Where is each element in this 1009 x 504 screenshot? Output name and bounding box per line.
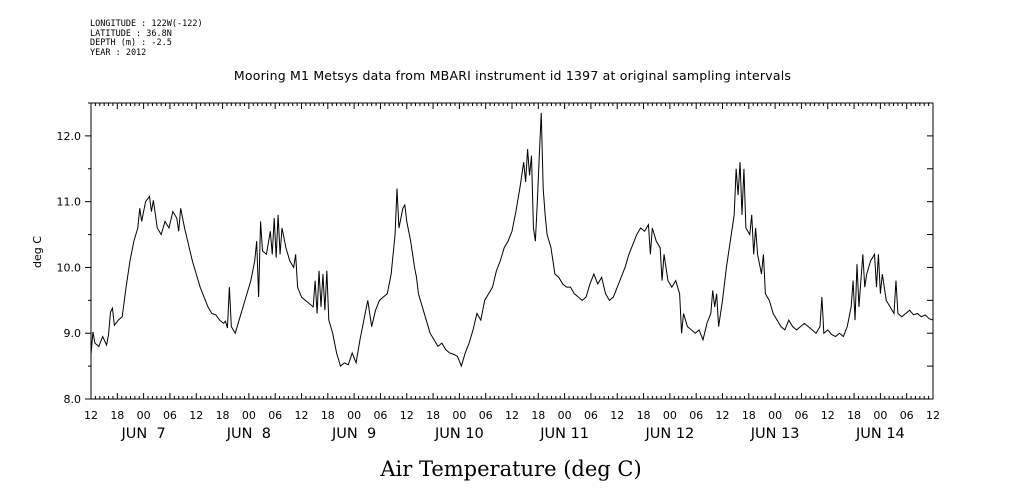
x-tick-label: 18 bbox=[742, 409, 756, 422]
x-tick-label: 00 bbox=[242, 409, 256, 422]
x-tick-label: 00 bbox=[452, 409, 466, 422]
x-tick-label: 06 bbox=[794, 409, 808, 422]
y-tick-label: 12.0 bbox=[57, 130, 82, 143]
x-tick-label: 18 bbox=[321, 409, 335, 422]
day-label: JUN 14 bbox=[855, 426, 905, 442]
x-tick-label: 06 bbox=[373, 409, 387, 422]
x-tick-label: 06 bbox=[584, 409, 598, 422]
x-tick-label: 18 bbox=[216, 409, 230, 422]
x-axis-label: Air Temperature (deg C) bbox=[379, 457, 641, 481]
latitude-label: LATITUDE : 36.8N bbox=[90, 28, 172, 39]
x-tick-label: 12 bbox=[610, 409, 624, 422]
y-tick-labels: 8.0 9.0 10.0 11.0 12.0 bbox=[57, 130, 82, 406]
series-line bbox=[90, 112, 934, 368]
x-tick-label: 06 bbox=[163, 409, 177, 422]
day-label: JUN 7 bbox=[121, 426, 166, 442]
day-label: JUN 9 bbox=[331, 426, 376, 442]
longitude-label: LONGITUDE : 122W(-122) bbox=[90, 19, 203, 29]
day-labels: JUN 7 JUN 8 JUN 9 JUN 10 JUN 11 JUN 12 JUN 13 J… bbox=[121, 426, 905, 442]
x-tick-label: 00 bbox=[137, 409, 151, 422]
day-label: JUN 8 bbox=[226, 426, 271, 442]
x-tick-label: 18 bbox=[426, 409, 440, 422]
chart-title-container: Mooring M1 Metsys data from MBARI instru… bbox=[0, 68, 1009, 83]
x-tick-label: 18 bbox=[637, 409, 651, 422]
x-tick-label: 12 bbox=[716, 409, 730, 422]
y-tick-label: 11.0 bbox=[57, 196, 82, 209]
chart-title: Mooring M1 Metsys data from MBARI instru… bbox=[233, 68, 792, 83]
x-tick-label: 06 bbox=[689, 409, 703, 422]
x-tick-label: 06 bbox=[268, 409, 282, 422]
y-tick-label: 9.0 bbox=[64, 327, 82, 340]
x-tick-label: 00 bbox=[347, 409, 361, 422]
day-label: JUN 10 bbox=[434, 426, 484, 442]
x-tick-label: 06 bbox=[479, 409, 493, 422]
plot-frame bbox=[90, 102, 934, 400]
y-tick-label: 8.0 bbox=[64, 393, 82, 406]
x-tick-label: 12 bbox=[926, 409, 940, 422]
x-tick-label: 00 bbox=[768, 409, 782, 422]
x-tick-label: 06 bbox=[900, 409, 914, 422]
day-label: JUN 11 bbox=[539, 426, 589, 442]
x-tick-label: 12 bbox=[295, 409, 309, 422]
x-tick-labels: 12 18 00 06 12 18 00 06 12 18 00 06 12 18 00 06 12 18 00 06… bbox=[84, 409, 940, 422]
header-metadata: LONGITUDE : 122W(-122) LATITUDE : 36.8N … bbox=[90, 19, 203, 58]
y-axis-label: deg C bbox=[31, 236, 44, 268]
x-tick-label: 12 bbox=[84, 409, 98, 422]
year-label: YEAR : 2012 bbox=[90, 47, 147, 58]
y-tick-label: 10.0 bbox=[57, 261, 82, 274]
x-tick-label: 00 bbox=[663, 409, 677, 422]
x-tick-label: 00 bbox=[558, 409, 572, 422]
x-tick-label: 12 bbox=[400, 409, 414, 422]
day-label: JUN 12 bbox=[644, 426, 694, 442]
x-tick-label: 18 bbox=[847, 409, 861, 422]
x-tick-label: 12 bbox=[189, 409, 203, 422]
x-tick-label: 18 bbox=[531, 409, 545, 422]
day-label: JUN 13 bbox=[750, 426, 800, 442]
axis-ticks bbox=[85, 102, 934, 400]
depth-label: DEPTH (m) : -2.5 bbox=[90, 38, 172, 48]
x-tick-label: 18 bbox=[110, 409, 124, 422]
x-tick-label: 00 bbox=[873, 409, 887, 422]
x-tick-label: 12 bbox=[505, 409, 519, 422]
x-tick-label: 12 bbox=[821, 409, 835, 422]
